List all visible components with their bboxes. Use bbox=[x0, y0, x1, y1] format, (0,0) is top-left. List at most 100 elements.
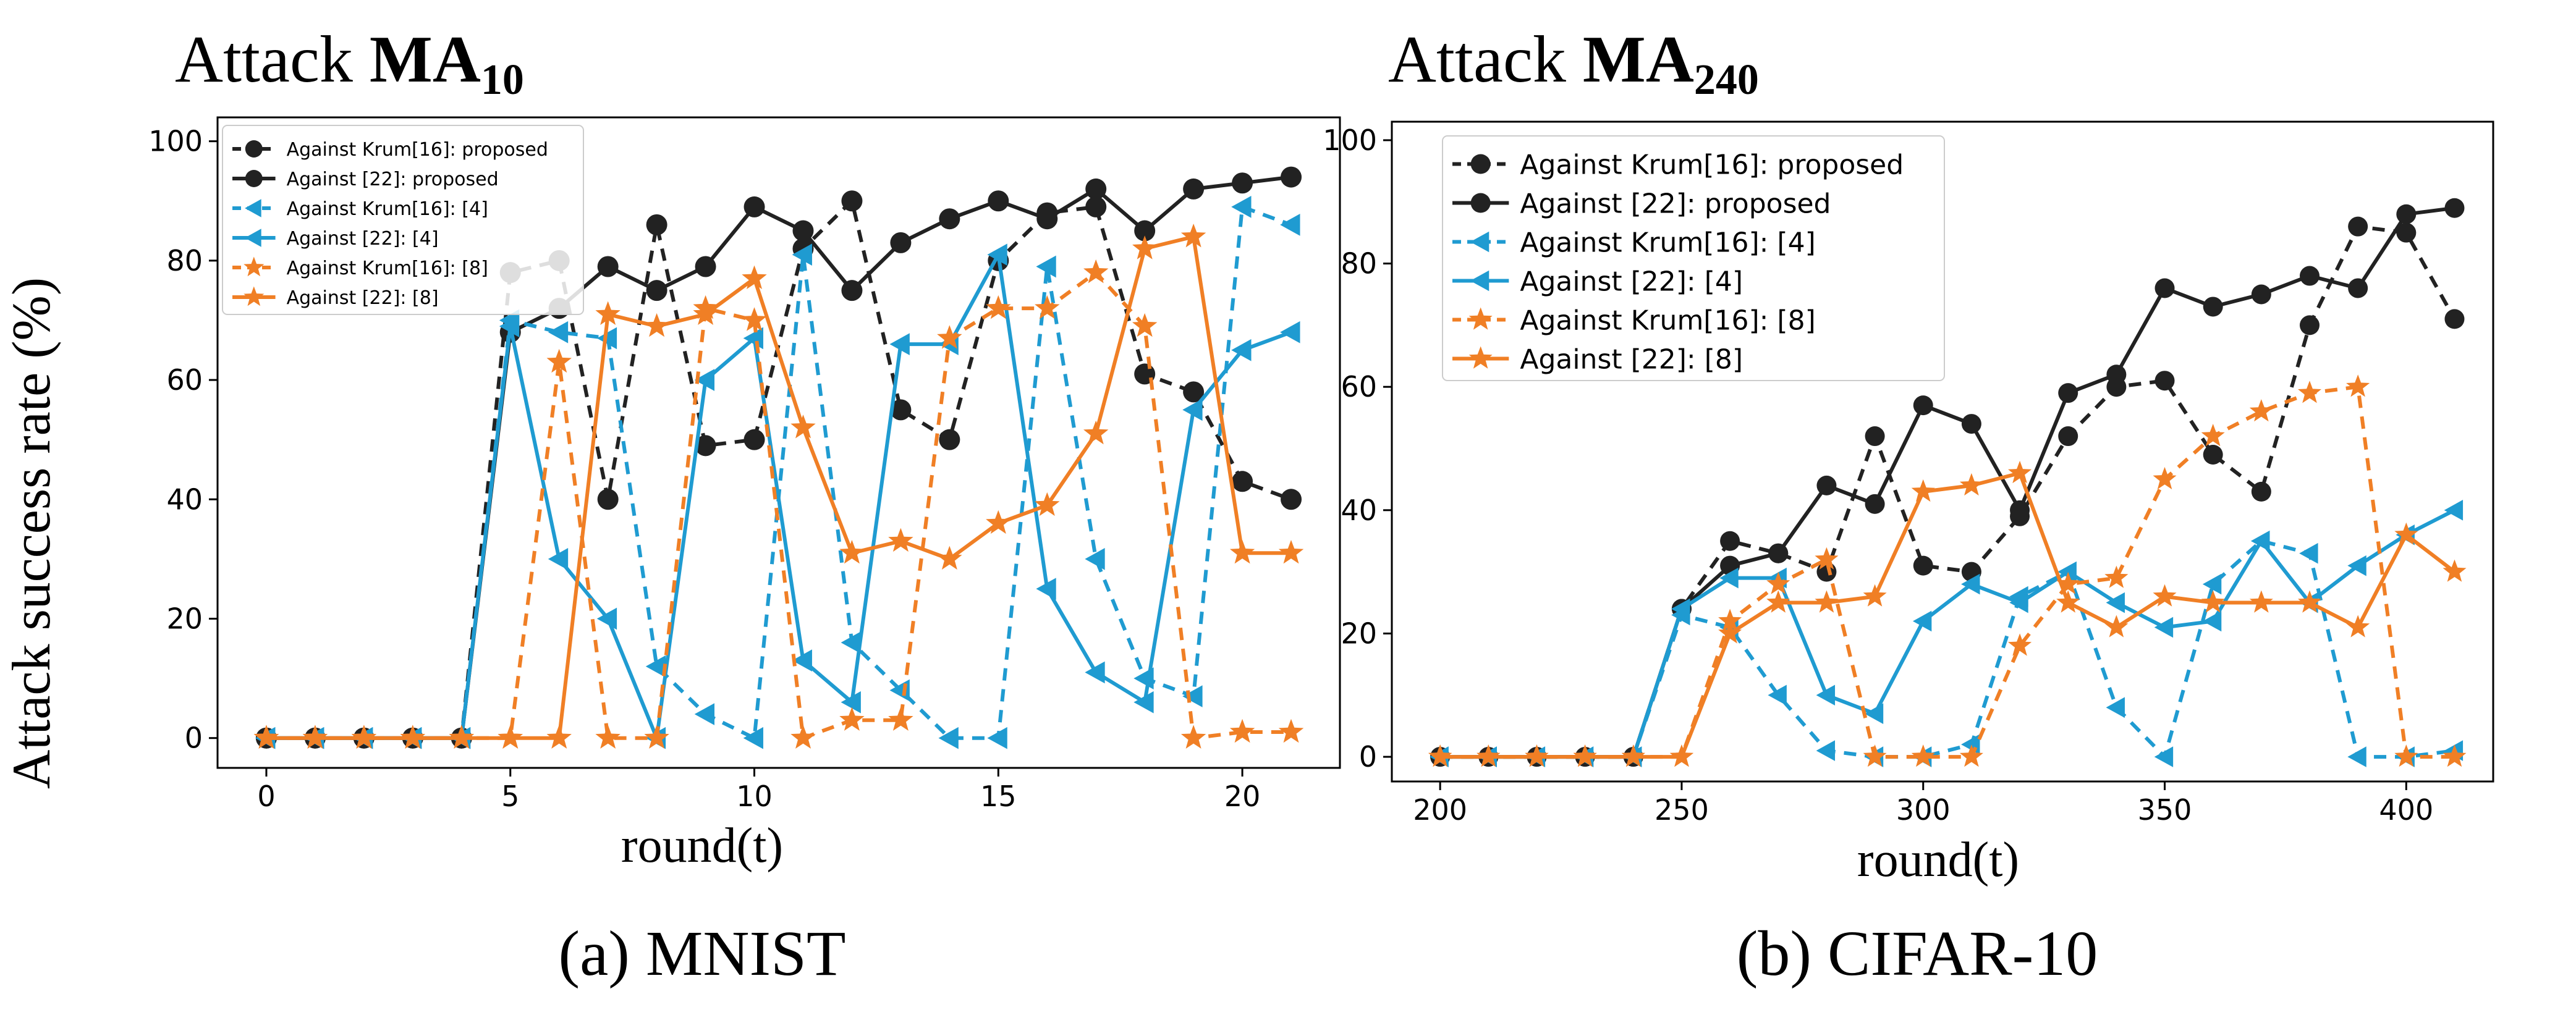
data-point bbox=[1180, 725, 1206, 749]
data-point bbox=[1035, 295, 1060, 319]
legend-label: Against [22]: [4] bbox=[1520, 266, 1743, 297]
data-point bbox=[1815, 547, 1839, 570]
data-point bbox=[546, 348, 572, 373]
data-point bbox=[2443, 559, 2467, 582]
chart-title-mnist: Attack MA10 bbox=[175, 23, 524, 104]
data-point bbox=[1035, 492, 1060, 516]
data-point bbox=[744, 196, 765, 217]
data-point bbox=[1671, 598, 1690, 620]
data-point bbox=[645, 655, 666, 678]
data-point bbox=[1281, 489, 1302, 510]
data-point bbox=[1183, 381, 1205, 403]
data-point bbox=[1816, 475, 1837, 495]
data-point bbox=[1036, 578, 1056, 600]
data-point bbox=[2396, 204, 2417, 224]
data-point bbox=[2298, 590, 2321, 613]
data-point bbox=[646, 214, 667, 235]
legend-label: Against Krum[16]: [8] bbox=[287, 258, 488, 279]
data-point bbox=[1085, 548, 1105, 570]
legend-marker bbox=[1470, 270, 1489, 292]
data-point bbox=[1036, 208, 1058, 230]
data-point bbox=[1085, 196, 1107, 217]
data-point bbox=[939, 429, 960, 450]
data-point bbox=[1180, 224, 1206, 248]
legend-marker bbox=[245, 229, 261, 247]
series-5 bbox=[1428, 374, 2467, 767]
legend-label: Against Krum[16]: [8] bbox=[1520, 305, 1815, 336]
data-point bbox=[400, 725, 425, 749]
data-point bbox=[937, 325, 962, 349]
legend-label: Against [22]: [8] bbox=[287, 287, 439, 309]
data-point bbox=[2348, 278, 2368, 298]
x-axis-label-cifar10: round(t) bbox=[1857, 833, 2019, 887]
chart-mnist: Attack MA10 Attack success rate (%) 0 5 10… bbox=[2, 23, 1341, 989]
data-point bbox=[2347, 555, 2366, 576]
data-point bbox=[1278, 540, 1304, 564]
legend-marker bbox=[1470, 193, 1491, 213]
series-line bbox=[1440, 471, 2456, 759]
y-tick-label: 20 bbox=[166, 602, 203, 635]
data-point bbox=[2201, 424, 2225, 447]
data-point bbox=[841, 280, 863, 301]
data-point bbox=[1229, 540, 1255, 564]
data-point bbox=[646, 280, 667, 301]
legend-marker bbox=[245, 199, 261, 217]
data-point bbox=[839, 707, 865, 731]
data-point bbox=[1477, 744, 1501, 767]
data-point bbox=[1911, 744, 1935, 767]
legend-label: Against Krum[16]: proposed bbox=[1520, 149, 1904, 180]
data-point bbox=[792, 649, 812, 672]
data-point bbox=[2106, 697, 2125, 718]
data-point bbox=[548, 321, 569, 343]
data-point bbox=[888, 707, 913, 731]
data-point bbox=[2058, 383, 2078, 403]
data-point bbox=[1718, 621, 1742, 644]
data-point bbox=[939, 208, 960, 230]
data-point bbox=[1864, 703, 1884, 725]
data-point bbox=[2153, 466, 2177, 490]
plot-area-cifar10: 200 250 300 350 400 0 20 40 60 80 100 Against Krum[… bbox=[1323, 120, 2494, 827]
data-point bbox=[1182, 398, 1203, 421]
y-tick-label: 100 bbox=[148, 125, 203, 158]
axes-frame bbox=[216, 116, 1341, 769]
data-point bbox=[546, 725, 572, 749]
data-point bbox=[841, 631, 861, 654]
y-tick-label: 80 bbox=[1341, 247, 1377, 280]
data-point bbox=[1281, 166, 1302, 188]
data-point bbox=[937, 545, 962, 570]
data-point bbox=[792, 220, 814, 242]
data-point bbox=[2249, 399, 2273, 422]
data-point bbox=[2203, 297, 2223, 317]
data-point bbox=[2346, 615, 2370, 638]
data-point bbox=[595, 301, 621, 325]
data-point bbox=[2298, 381, 2321, 403]
x-tick-label: 0 bbox=[257, 780, 275, 813]
data-point bbox=[1278, 718, 1304, 743]
data-point bbox=[1134, 220, 1156, 242]
data-point bbox=[2300, 315, 2320, 335]
plot-area-mnist: 0 5 10 15 20 0 20 40 60 80 100 Against Krum[16]: pr… bbox=[148, 116, 1341, 813]
data-point bbox=[2201, 590, 2225, 613]
legend-box bbox=[1442, 135, 1945, 381]
data-point bbox=[695, 256, 716, 277]
axes-frame bbox=[1391, 120, 2494, 783]
x-tick-label: 400 bbox=[2379, 793, 2433, 827]
data-point bbox=[1232, 471, 1253, 492]
y-axis-label: Attack success rate (%) bbox=[2, 277, 62, 789]
data-point bbox=[1913, 555, 1933, 576]
data-point bbox=[1132, 313, 1158, 337]
data-point bbox=[2394, 744, 2418, 767]
data-point bbox=[792, 243, 812, 266]
legend-label: Against [22]: proposed bbox=[1520, 188, 1831, 219]
x-axis-label-mnist: round(t) bbox=[621, 819, 783, 873]
data-point bbox=[890, 232, 912, 253]
legend-marker bbox=[244, 256, 265, 277]
data-point bbox=[644, 313, 669, 337]
data-point bbox=[1863, 744, 1887, 767]
data-point bbox=[790, 725, 816, 749]
data-point bbox=[1085, 661, 1105, 684]
data-point bbox=[1083, 420, 1109, 445]
data-point bbox=[2154, 746, 2174, 767]
data-point bbox=[2153, 584, 2177, 607]
